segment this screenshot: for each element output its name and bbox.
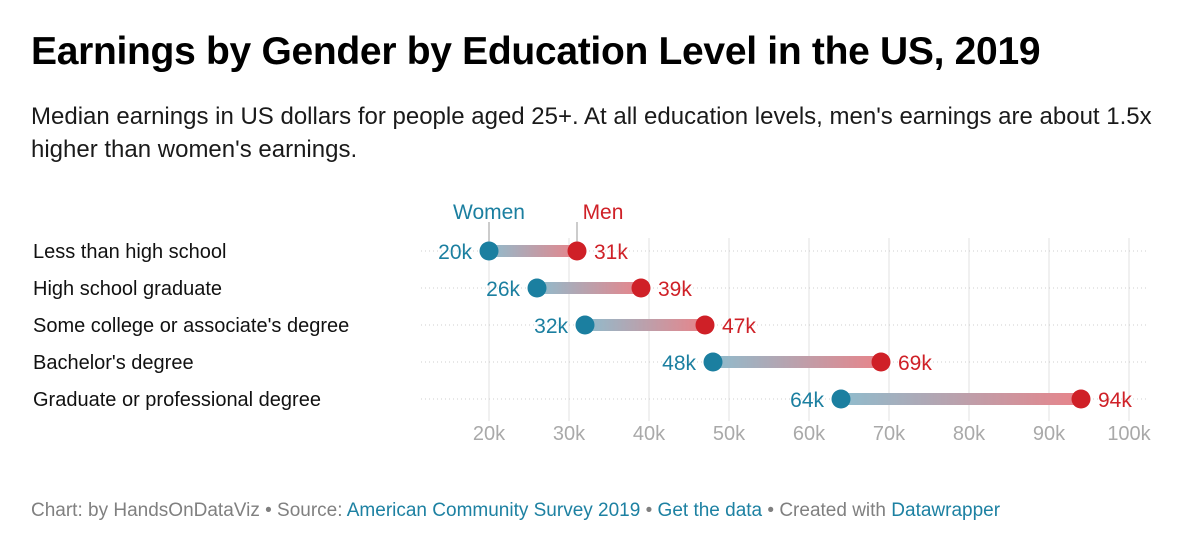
x-tick-label: 90k [1033, 423, 1066, 445]
footer-separator: • [640, 500, 658, 521]
get-data-link[interactable]: Get the data [657, 500, 763, 521]
x-tick-label: 40k [633, 423, 666, 445]
women-value-label: 48k [662, 352, 696, 375]
men-dot [631, 278, 651, 298]
x-tick-label: 30k [553, 423, 586, 445]
x-tick-label: 50k [713, 423, 746, 445]
legend-women: Women [453, 201, 525, 224]
chart-title: Earnings by Gender by Education Level in… [31, 30, 1041, 73]
x-axis-ticks: 20k 30k 40k 50k 60k 70k 80k 90k 100k [473, 423, 1152, 445]
x-tick-label: 70k [873, 423, 906, 445]
men-value-label: 47k [722, 315, 756, 338]
category-label: Graduate or professional degree [33, 389, 321, 411]
data-points [479, 241, 1091, 409]
women-value-label: 20k [438, 241, 472, 264]
women-value-label: 32k [534, 315, 568, 338]
men-value-label: 39k [658, 278, 692, 301]
range-bar [537, 282, 641, 294]
legend: Women Men [453, 201, 623, 242]
women-value-label: 64k [790, 389, 824, 412]
men-value-label: 69k [898, 352, 932, 375]
legend-men: Men [583, 201, 624, 224]
category-label: Some college or associate's degree [33, 315, 349, 337]
category-labels: Less than high school High school graduat… [33, 241, 349, 411]
range-bar [489, 245, 577, 257]
women-dot [527, 278, 547, 298]
women-dot [703, 352, 723, 372]
men-value-label: 94k [1098, 389, 1132, 412]
chart-subtitle: Median earnings in US dollars for people… [31, 103, 1152, 163]
category-label: Less than high school [33, 241, 226, 263]
range-bar [841, 393, 1081, 405]
x-tick-label: 20k [473, 423, 506, 445]
footer-created-with: • Created with [762, 500, 892, 521]
men-dot [695, 315, 715, 335]
women-dot [831, 389, 851, 409]
x-tick-label: 100k [1107, 423, 1151, 445]
men-value-label: 31k [594, 241, 628, 264]
women-dot [575, 315, 595, 335]
category-label: Bachelor's degree [33, 352, 194, 374]
range-bar [585, 319, 705, 331]
source-link[interactable]: American Community Survey 2019 [346, 500, 641, 521]
dot-range-chart: Less than high school High school graduat… [33, 201, 1152, 445]
x-tick-label: 60k [793, 423, 826, 445]
category-label: High school graduate [33, 278, 222, 300]
range-bars [489, 245, 1081, 405]
women-value-label: 26k [486, 278, 520, 301]
men-dot [871, 352, 891, 372]
x-tick-label: 80k [953, 423, 986, 445]
footer-credit: Chart: by HandsOnDataViz • Source: [31, 500, 347, 521]
datawrapper-link[interactable]: Datawrapper [891, 500, 1001, 521]
range-bar [713, 356, 881, 368]
chart-footer: Chart: by HandsOnDataViz • Source: Ameri… [31, 500, 1000, 522]
men-dot [1071, 389, 1091, 409]
men-dot [567, 241, 587, 261]
data-labels: 20k 31k 26k 39k 32k 47k 48k 69k 64k 94k [438, 241, 1132, 412]
women-dot [479, 241, 499, 261]
